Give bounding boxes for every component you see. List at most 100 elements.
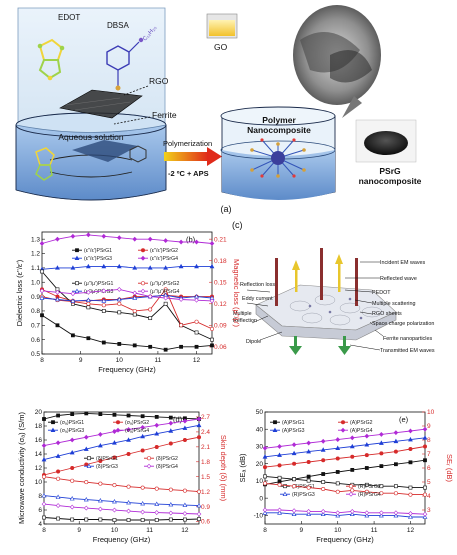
data-point — [394, 484, 398, 489]
data-point — [320, 511, 326, 517]
chart-b: 8 9 10 11 12 0.5 0.6 0.7 0.8 0.9 1.0 1.1 1.2 1.3 0.06 0… — [15, 231, 241, 374]
series-line — [264, 428, 426, 449]
data-point — [350, 467, 355, 472]
eddy-label: Eddy current — [242, 296, 273, 302]
data-point — [393, 491, 398, 496]
series-line — [41, 294, 213, 302]
data-point — [163, 347, 168, 352]
data-point — [321, 458, 326, 463]
y2-axis-title: SEᵣ (dB) — [445, 454, 454, 483]
data-point — [154, 501, 160, 506]
data-point — [422, 435, 428, 440]
data-point — [112, 507, 117, 513]
x-axis-title: Frequency (GHz) — [93, 535, 151, 544]
series-line — [43, 503, 200, 515]
data-point — [39, 241, 45, 246]
psrg-label-box: PSrG nanocomposite — [358, 166, 422, 186]
data-point — [148, 307, 153, 312]
data-point — [126, 451, 131, 456]
legend-marker — [348, 484, 353, 489]
data-point — [41, 492, 47, 498]
data-point — [101, 298, 107, 303]
data-point — [116, 263, 122, 269]
series-line — [264, 446, 426, 468]
x-axis-title: Frequency (GHz) — [316, 535, 374, 544]
legend-marker — [50, 427, 56, 433]
data-point — [84, 480, 89, 485]
data-point — [168, 428, 174, 433]
rgo-sheet — [59, 89, 143, 119]
polymerization-arrow — [164, 147, 222, 166]
y-tick-label: 1.0 — [31, 279, 40, 286]
y-tick-label: 8 — [38, 493, 42, 500]
data-point — [70, 478, 75, 483]
data-point — [85, 263, 91, 269]
data-point — [97, 497, 103, 503]
pedot-label: PEDOT — [372, 290, 391, 296]
legend-marker — [87, 456, 91, 461]
panel-label: (d) — [173, 415, 183, 424]
data-point — [320, 438, 326, 444]
data-point — [393, 510, 399, 516]
data-point — [306, 511, 312, 517]
series-line — [43, 436, 200, 476]
data-point — [194, 239, 199, 245]
legend-marker — [75, 281, 79, 286]
data-point — [41, 474, 46, 479]
panel-c-label: (c) — [232, 220, 243, 230]
data-point — [98, 412, 103, 417]
data-point — [70, 412, 75, 417]
aqueous-label: Aqueous solution — [58, 132, 124, 142]
data-point — [350, 454, 355, 459]
y2-tick-label: 4 — [427, 493, 431, 500]
data-point — [132, 308, 137, 313]
data-point — [408, 460, 413, 465]
series-line — [43, 495, 200, 507]
data-point — [194, 319, 199, 324]
data-point — [291, 508, 297, 514]
y2-tick-label: 8 — [427, 437, 431, 444]
data-point — [194, 344, 199, 349]
data-point — [306, 440, 311, 446]
legend-label: (ε''/ε')PSrG4 — [150, 256, 178, 262]
psrg-label: PSrG nanocomposite — [358, 166, 422, 186]
legend-marker — [116, 420, 121, 425]
data-point — [101, 288, 107, 294]
y-axis-title: Dielectric loss (ε''/ε') — [15, 259, 24, 326]
legend-marker — [140, 255, 146, 261]
data-point — [148, 316, 153, 321]
y-tick-label: 18 — [35, 423, 43, 430]
data-point — [140, 485, 145, 490]
polymer-label-box: Polymer Nanocomposite — [247, 115, 311, 135]
rgo-label: RGO — [149, 76, 169, 86]
legend-label: (μ''/μ')PSrG1 — [84, 281, 114, 287]
dipole-label: Dipole — [246, 339, 261, 345]
data-point — [196, 416, 202, 422]
data-point — [320, 447, 326, 452]
polymerization-label: Polymerization — [163, 139, 212, 148]
data-point — [306, 478, 311, 483]
data-point — [83, 505, 89, 511]
data-point — [291, 450, 297, 456]
data-point — [408, 511, 413, 516]
data-point — [147, 294, 153, 300]
data-point — [277, 444, 282, 449]
y2-tick-label: 9 — [427, 423, 431, 430]
data-point — [168, 487, 173, 492]
data-point — [117, 342, 122, 346]
data-point — [349, 435, 355, 441]
legend-label: (ε''/ε')PSrG1 — [84, 248, 112, 254]
reflected-label: Reflected wave — [380, 276, 417, 282]
data-point — [379, 451, 384, 456]
legend-marker — [340, 420, 345, 425]
data-point — [393, 438, 399, 444]
data-point — [168, 441, 173, 446]
data-point — [101, 309, 106, 313]
y-tick-label: 0.5 — [31, 351, 40, 358]
data-point — [132, 265, 138, 270]
series-line — [43, 517, 200, 521]
x-tick-label: 10 — [334, 527, 342, 534]
data-point — [56, 469, 61, 474]
data-point — [306, 459, 311, 464]
data-point — [364, 433, 370, 439]
